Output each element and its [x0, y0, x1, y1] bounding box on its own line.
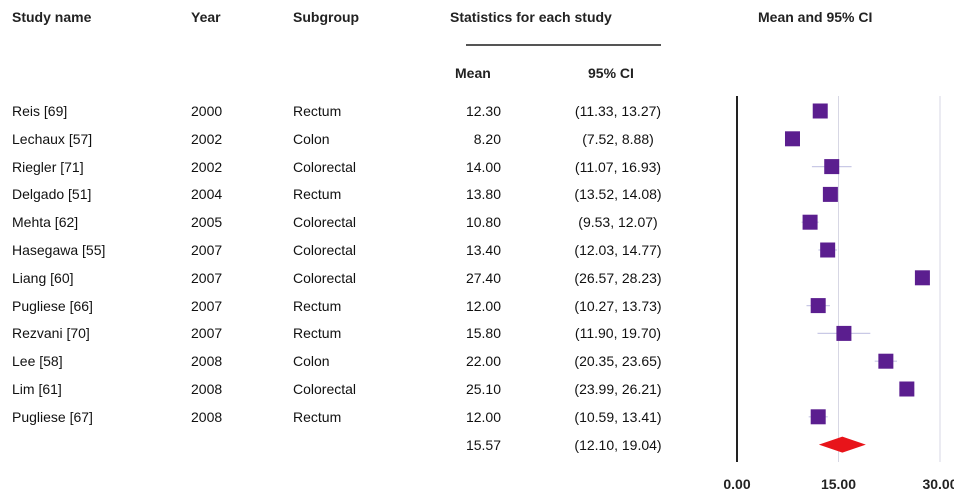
study-mean: 22.00 [465, 353, 501, 370]
study-ci: (26.57, 28.23) [574, 269, 662, 286]
study-subgroup: Rectum [293, 297, 342, 314]
study-mean: 14.00 [465, 158, 501, 175]
x-tick-label: 30.00 [922, 476, 954, 492]
study-mean: 10.80 [465, 214, 501, 231]
study-ci: (9.53, 12.07) [578, 214, 658, 231]
summary-diamond [818, 436, 866, 453]
study-year: 2007 [191, 297, 223, 314]
study-marker [810, 298, 826, 314]
header-study-name: Study name [12, 9, 92, 25]
study-name: Hasegawa [55] [12, 242, 106, 258]
study-mean: 12.00 [465, 408, 501, 425]
header-forest-title: Mean and 95% CI [758, 9, 873, 25]
study-ci: (11.33, 13.27) [574, 103, 662, 119]
header-ci: 95% CI [588, 65, 634, 81]
study-marker [836, 325, 852, 341]
study-subgroup: Colorectal [293, 242, 357, 258]
study-marker [820, 242, 836, 258]
study-mean: 13.40 [465, 242, 501, 258]
study-year: 2008 [191, 408, 223, 425]
study-name: Pugliese [67] [12, 408, 93, 425]
study-name: Rezvani [70] [12, 325, 90, 342]
study-mean: 27.40 [465, 269, 501, 286]
study-name: Delgado [51] [12, 186, 92, 203]
study-ci: (7.52, 8.88) [582, 130, 654, 147]
header-subgroup: Subgroup [293, 9, 360, 25]
study-year: 2004 [191, 186, 223, 203]
study-year: 2008 [191, 381, 223, 397]
study-marker [824, 159, 840, 175]
study-name: Lechaux [57] [12, 130, 93, 147]
study-subgroup: Colon [293, 130, 330, 147]
header-statistics: Statistics for each study [450, 9, 612, 25]
study-marker [810, 409, 826, 425]
study-subgroup: Rectum [293, 408, 342, 425]
study-mean: 12.00 [465, 297, 501, 314]
statistics-header-rule [466, 44, 661, 46]
study-year: 2002 [191, 158, 223, 175]
study-year: 2007 [191, 325, 223, 342]
study-name: Reis [69] [12, 103, 68, 119]
study-year: 2002 [191, 130, 223, 147]
study-subgroup: Colon [293, 353, 330, 370]
header-year: Year [191, 9, 221, 25]
study-ci: (11.07, 16.93) [574, 158, 662, 175]
study-name: Lim [61] [12, 381, 62, 397]
study-marker [822, 186, 838, 202]
study-ci: (10.59, 13.41) [574, 408, 662, 425]
study-ci: (13.52, 14.08) [574, 186, 662, 203]
study-mean: 12.30 [465, 103, 501, 119]
study-year: 2008 [191, 353, 223, 370]
study-subgroup: Colorectal [293, 269, 357, 286]
study-name: Lee [58] [12, 353, 63, 370]
study-subgroup: Colorectal [293, 381, 357, 397]
study-marker [784, 131, 800, 147]
study-ci: (23.99, 26.21) [574, 381, 662, 397]
summary-ci: (12.10, 19.04) [574, 436, 662, 453]
study-mean: 8.20 [473, 130, 501, 147]
study-subgroup: Colorectal [293, 158, 357, 175]
study-ci: (10.27, 13.73) [574, 297, 662, 314]
study-year: 2007 [191, 242, 223, 258]
study-mean: 13.80 [465, 186, 501, 203]
study-mean: 15.80 [465, 325, 501, 342]
study-subgroup: Rectum [293, 186, 342, 203]
study-ci: (20.35, 23.65) [574, 353, 662, 370]
study-marker [878, 353, 894, 369]
study-ci: (11.90, 19.70) [574, 325, 662, 342]
study-marker [914, 270, 930, 286]
study-year: 2000 [191, 103, 223, 119]
x-tick-label: 15.00 [821, 476, 856, 492]
summary-mean: 15.57 [465, 436, 501, 453]
study-name: Mehta [62] [12, 214, 79, 231]
study-name: Pugliese [66] [12, 297, 93, 314]
study-subgroup: Rectum [293, 103, 342, 119]
study-marker [899, 381, 915, 397]
study-subgroup: Colorectal [293, 214, 357, 231]
study-year: 2007 [191, 269, 223, 286]
study-name: Liang [60] [12, 269, 74, 286]
study-mean: 25.10 [465, 381, 501, 397]
study-marker [802, 214, 818, 230]
study-subgroup: Rectum [293, 325, 342, 342]
x-tick-label: 0.00 [723, 476, 750, 492]
study-ci: (12.03, 14.77) [574, 242, 662, 258]
header-mean: Mean [455, 65, 491, 81]
study-name: Riegler [71] [12, 158, 84, 175]
study-year: 2005 [191, 214, 223, 231]
study-marker [812, 103, 828, 119]
